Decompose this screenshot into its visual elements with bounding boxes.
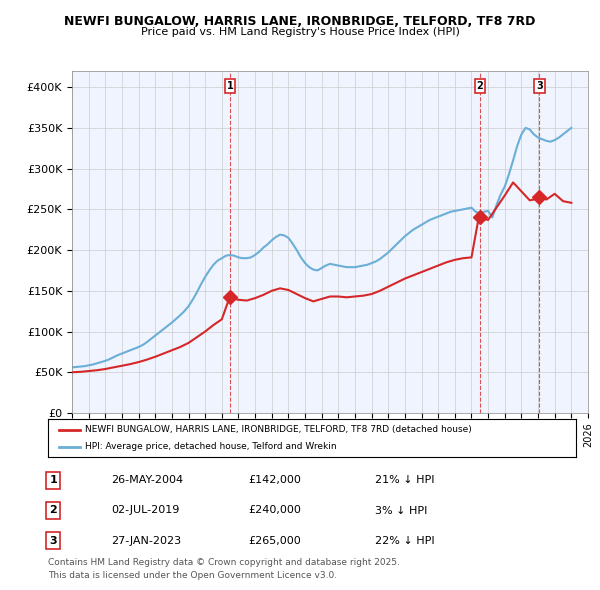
Text: 1: 1 — [227, 81, 233, 91]
Text: 3: 3 — [536, 81, 542, 91]
Text: £240,000: £240,000 — [248, 506, 302, 516]
Text: 27-JAN-2023: 27-JAN-2023 — [112, 536, 181, 546]
Text: £142,000: £142,000 — [248, 476, 302, 486]
Text: HPI: Average price, detached house, Telford and Wrekin: HPI: Average price, detached house, Telf… — [85, 442, 337, 451]
Text: 3: 3 — [49, 536, 57, 546]
Text: 2: 2 — [49, 506, 57, 516]
Text: 02-JUL-2019: 02-JUL-2019 — [112, 506, 180, 516]
Text: NEWFI BUNGALOW, HARRIS LANE, IRONBRIDGE, TELFORD, TF8 7RD: NEWFI BUNGALOW, HARRIS LANE, IRONBRIDGE,… — [64, 15, 536, 28]
Text: 21% ↓ HPI: 21% ↓ HPI — [376, 476, 435, 486]
Text: Price paid vs. HM Land Registry's House Price Index (HPI): Price paid vs. HM Land Registry's House … — [140, 27, 460, 37]
Text: 26-MAY-2004: 26-MAY-2004 — [112, 476, 184, 486]
Text: This data is licensed under the Open Government Licence v3.0.: This data is licensed under the Open Gov… — [48, 571, 337, 580]
Text: 22% ↓ HPI: 22% ↓ HPI — [376, 536, 435, 546]
Text: NEWFI BUNGALOW, HARRIS LANE, IRONBRIDGE, TELFORD, TF8 7RD (detached house): NEWFI BUNGALOW, HARRIS LANE, IRONBRIDGE,… — [85, 425, 472, 434]
Text: 1: 1 — [49, 476, 57, 486]
Text: 2: 2 — [476, 81, 483, 91]
Text: 3% ↓ HPI: 3% ↓ HPI — [376, 506, 428, 516]
Text: £265,000: £265,000 — [248, 536, 301, 546]
Text: Contains HM Land Registry data © Crown copyright and database right 2025.: Contains HM Land Registry data © Crown c… — [48, 558, 400, 566]
